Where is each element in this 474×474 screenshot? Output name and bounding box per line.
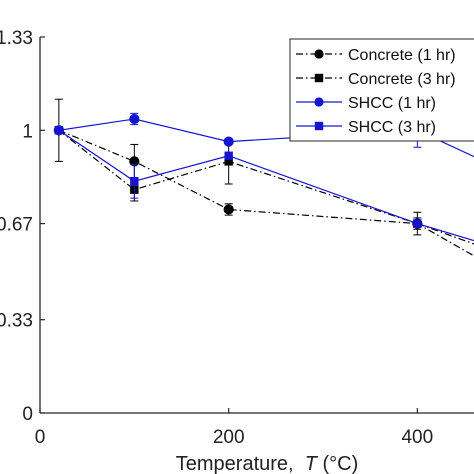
- legend-marker: [314, 121, 324, 131]
- data-point: [130, 176, 139, 186]
- legend-marker: [314, 73, 324, 83]
- data-point: [223, 136, 234, 147]
- series-line: [58, 118, 474, 158]
- legend-label: Concrete (1 hr): [348, 47, 456, 64]
- x-tick-label: 0: [35, 427, 46, 448]
- legend-marker: [314, 97, 324, 107]
- data-point: [223, 204, 234, 215]
- data-point: [129, 113, 140, 125]
- data-point: [224, 151, 233, 160]
- x-axis-title: Temperature, T (°C): [176, 453, 359, 474]
- data-point: [224, 157, 233, 166]
- legend-marker: [314, 49, 324, 59]
- data-point: [54, 126, 64, 135]
- y-tick-label: 0: [22, 404, 33, 425]
- x-tick-label: 400: [401, 427, 433, 448]
- y-tick-label: 1.33: [0, 28, 33, 49]
- x-axis-title-part: (°C): [317, 453, 358, 474]
- legend: Concrete (1 hr) Concrete (3 hr) SHCC (1 hr…: [289, 38, 474, 142]
- legend-label: Concrete (3 hr): [348, 71, 456, 88]
- x-axis-title-part: Temperature,: [176, 453, 305, 474]
- y-tick-label: 1: [22, 121, 33, 142]
- series-3: [54, 126, 474, 242]
- y-tick-label: 0.33: [0, 311, 33, 332]
- x-tick-label: 200: [213, 427, 245, 448]
- x-axis-title-part: T: [305, 453, 319, 474]
- legend-label: SHCC (3 hr): [348, 119, 436, 136]
- series-line: [58, 129, 474, 245]
- data-point: [413, 219, 422, 228]
- series-1: [54, 126, 474, 257]
- legend-label: SHCC (1 hr): [348, 95, 436, 112]
- series-line: [58, 129, 474, 242]
- y-tick-label: 0.67: [0, 215, 33, 236]
- series-line: [58, 129, 474, 257]
